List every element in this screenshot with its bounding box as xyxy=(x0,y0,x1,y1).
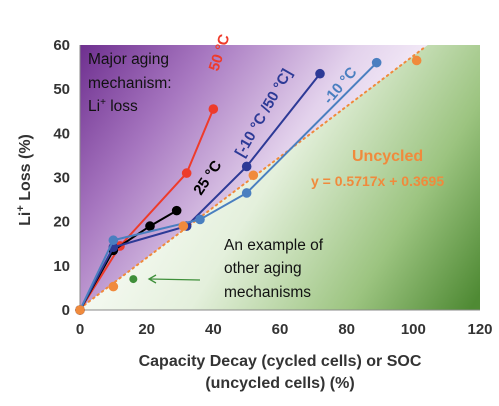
y-tick-label: 30 xyxy=(53,170,70,187)
other-mechanisms-line2: other aging xyxy=(224,260,302,277)
other-mechanisms-line3: mechanisms xyxy=(224,284,311,301)
x-tick-label: 20 xyxy=(138,321,155,338)
data-point xyxy=(411,55,422,66)
y-axis-title: Li+ Loss (%) xyxy=(15,134,34,226)
axes: 0 20 40 60 80 100 120 0 10 20 30 40 50 60 xyxy=(53,37,492,338)
data-point xyxy=(108,235,119,246)
other-point-arrow xyxy=(147,274,201,284)
data-point xyxy=(108,281,119,292)
x-axis-title-line2: (uncycled cells) (%) xyxy=(205,375,354,392)
other-mechanism-point xyxy=(129,275,138,284)
y-tick-label: 20 xyxy=(53,214,70,231)
data-point xyxy=(371,57,382,68)
y-tick-label: 0 xyxy=(62,302,70,319)
data-point xyxy=(195,214,205,225)
x-tick-label: 80 xyxy=(338,321,355,338)
aging-regions xyxy=(80,45,480,310)
y-tick-label: 50 xyxy=(53,81,70,98)
li-loss-annotation-line3: Li+ loss xyxy=(88,97,138,115)
x-tick-label: 0 xyxy=(76,321,84,338)
series-4 xyxy=(75,55,422,315)
li-loss-annotation-line2: mechanism: xyxy=(88,75,172,92)
x-tick-label: 100 xyxy=(401,321,426,338)
y-tick-label: 10 xyxy=(53,258,70,275)
series-line xyxy=(79,108,215,311)
data-point xyxy=(241,161,252,172)
data-point xyxy=(241,188,252,198)
data-point xyxy=(208,104,219,114)
data-point xyxy=(315,68,325,79)
uncycled-label: Uncycled xyxy=(352,148,423,165)
other-mechanisms-region xyxy=(80,45,480,310)
y-tick-label: 60 xyxy=(53,37,70,54)
li-loss-region xyxy=(80,45,428,310)
x-axis-title-line1: Capacity Decay (cycled cells) or SOC xyxy=(139,353,422,370)
x-tick-label: 120 xyxy=(467,321,492,338)
li-loss-annotation-line1: Major aging xyxy=(88,51,169,68)
x-tick-label: 40 xyxy=(205,321,222,338)
data-point xyxy=(145,221,155,231)
other-mechanisms-line1: An example of xyxy=(224,237,324,254)
data-point xyxy=(181,168,192,178)
data-point xyxy=(75,305,85,315)
fit-equation-label: y = 0.5717x + 0.3695 xyxy=(311,173,444,189)
data-point xyxy=(171,205,182,216)
series-group xyxy=(75,55,422,315)
x-tick-label: 60 xyxy=(272,321,289,338)
y-tick-label: 40 xyxy=(53,125,70,142)
data-point xyxy=(178,221,189,231)
data-point xyxy=(248,170,259,181)
